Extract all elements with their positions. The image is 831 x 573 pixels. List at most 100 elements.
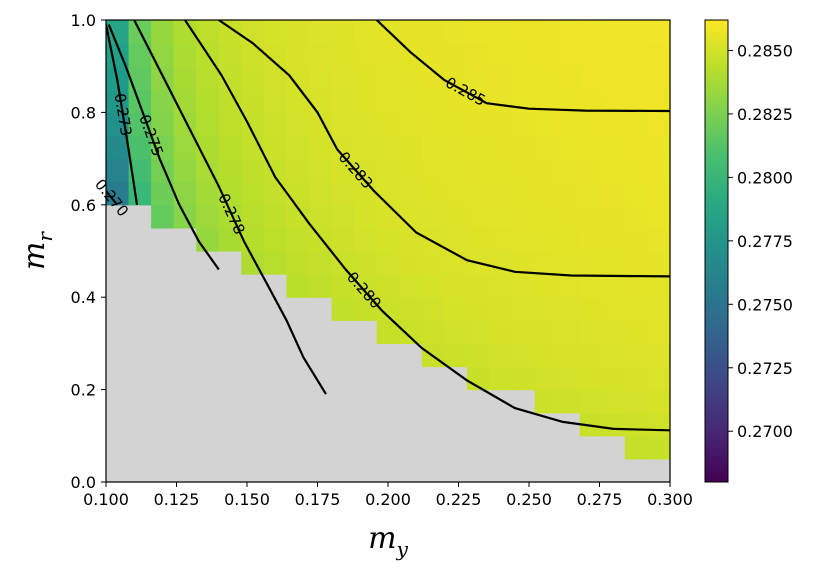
heatmap-cell	[309, 89, 333, 113]
heatmap-cell	[241, 20, 265, 44]
heatmap-cell	[354, 251, 378, 275]
heatmap-cell	[579, 412, 603, 437]
heatmap-cell	[444, 89, 468, 113]
invalid-cell	[173, 435, 197, 460]
invalid-cell	[263, 297, 288, 321]
heatmap-cell	[376, 89, 400, 113]
heatmap-cell	[151, 112, 175, 137]
heatmap-cell	[466, 43, 491, 67]
invalid-cell	[106, 297, 130, 321]
heatmap-cell	[602, 43, 626, 67]
heatmap-cell	[466, 274, 491, 298]
heatmap-cell	[331, 43, 355, 67]
invalid-cell	[309, 412, 333, 437]
heatmap-cell	[421, 297, 445, 321]
heatmap-cell	[196, 181, 220, 206]
heatmap-cell	[331, 227, 355, 252]
heatmap-cell	[106, 135, 130, 160]
heatmap-cell	[624, 389, 649, 414]
heatmap-cell	[421, 43, 445, 67]
invalid-cell	[218, 251, 242, 275]
invalid-cell	[263, 343, 288, 368]
heatmap-cell	[489, 204, 513, 229]
invalid-cell	[106, 343, 130, 368]
heatmap-cell	[602, 20, 626, 44]
heatmap-cell	[354, 274, 378, 298]
heatmap-cell	[421, 20, 445, 44]
heatmap-cell	[331, 251, 355, 275]
heatmap-cell	[602, 204, 626, 229]
invalid-cell	[173, 389, 197, 414]
invalid-cell	[444, 458, 468, 483]
heatmap-cell	[602, 297, 626, 321]
heatmap-cell	[512, 204, 536, 229]
heatmap-cell	[421, 251, 445, 275]
invalid-cell	[286, 435, 310, 460]
heatmap-cell	[602, 89, 626, 113]
heatmap-cell	[331, 181, 355, 206]
invalid-cell	[354, 320, 378, 344]
invalid-cell	[151, 366, 175, 391]
invalid-cell	[196, 274, 220, 298]
invalid-cell	[309, 435, 333, 460]
y-tick-label: 0.6	[71, 196, 96, 215]
heatmap-cell	[218, 135, 242, 160]
heatmap-cell	[399, 158, 423, 183]
heatmap-cell	[534, 135, 558, 160]
heatmap-cell	[512, 297, 536, 321]
heatmap-cell	[263, 135, 288, 160]
invalid-cell	[263, 389, 288, 414]
invalid-cell	[331, 435, 355, 460]
heatmap-cell	[489, 320, 513, 344]
heatmap-cell	[624, 204, 649, 229]
y-axis-label: mr	[17, 231, 57, 270]
heatmap-cell	[263, 204, 288, 229]
contour-line	[184, 20, 670, 432]
heatmap-cell	[106, 20, 130, 44]
heatmap-cell	[263, 20, 288, 44]
invalid-cell	[241, 320, 265, 344]
heatmap-cell	[263, 43, 288, 67]
heatmap-cell	[602, 320, 626, 344]
invalid-cell	[331, 320, 355, 344]
heatmap-cell	[557, 158, 581, 183]
colorbar-tick-label: 0.2750	[737, 295, 793, 314]
invalid-cell	[354, 389, 378, 414]
colorbar	[704, 19, 729, 483]
heatmap-cell	[376, 274, 400, 298]
colorbar-tick-label: 0.2825	[737, 105, 793, 124]
heatmap-cell	[309, 181, 333, 206]
heatmap-cell	[466, 158, 491, 183]
invalid-cell	[286, 389, 310, 414]
heatmap-cell	[534, 89, 558, 113]
invalid-cell	[421, 366, 445, 391]
x-axis-label-sub: y	[396, 537, 409, 561]
heatmap-cell	[173, 66, 197, 90]
heatmap-cell	[557, 297, 581, 321]
heatmap-cell	[421, 135, 445, 160]
heatmap-cell	[376, 251, 400, 275]
heatmap-cell	[512, 112, 536, 137]
heatmap-cell	[399, 66, 423, 90]
heatmap-cell	[286, 112, 310, 137]
heatmap-cell	[241, 135, 265, 160]
heatmap-cell	[512, 227, 536, 252]
invalid-cell	[196, 251, 220, 275]
heatmap-cell	[557, 20, 581, 44]
heatmap-cell	[534, 66, 558, 90]
heatmap-cell	[534, 274, 558, 298]
heatmap-cell	[489, 181, 513, 206]
heatmap-cell	[534, 366, 558, 391]
heatmap-cell	[331, 204, 355, 229]
invalid-cell	[309, 320, 333, 344]
heatmap-cell	[241, 181, 265, 206]
heatmap-cell	[557, 204, 581, 229]
heatmap-cell	[399, 89, 423, 113]
heatmap-cell	[557, 343, 581, 368]
invalid-cell	[309, 458, 333, 483]
heatmap-cell	[196, 227, 220, 252]
invalid-cell	[106, 204, 130, 229]
invalid-cell	[128, 274, 152, 298]
heatmap-cell	[557, 251, 581, 275]
invalid-cell	[399, 412, 423, 437]
